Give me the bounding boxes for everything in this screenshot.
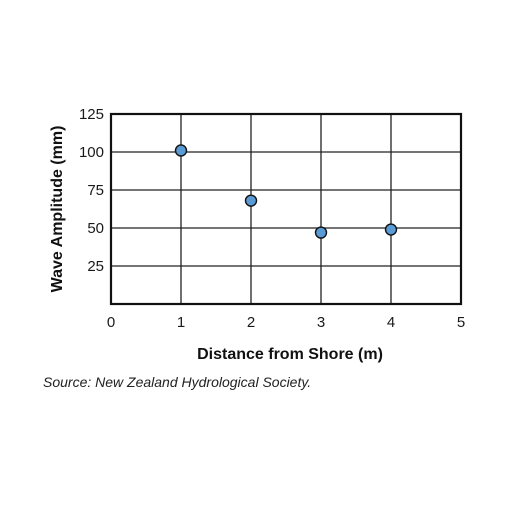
grid bbox=[111, 114, 461, 304]
x-tick-label: 0 bbox=[107, 314, 115, 331]
y-tick-label: 125 bbox=[79, 106, 104, 123]
plot-frame bbox=[109, 112, 463, 306]
y-tick-label: 50 bbox=[87, 220, 104, 237]
y-tick-label: 25 bbox=[87, 258, 104, 275]
data-points bbox=[174, 144, 398, 239]
x-tick-labels: 0 1 2 3 4 5 bbox=[107, 314, 465, 331]
x-tick-label: 1 bbox=[177, 314, 185, 331]
x-tick-label: 4 bbox=[387, 314, 395, 331]
data-point bbox=[384, 223, 398, 236]
data-point bbox=[174, 144, 188, 157]
data-point bbox=[244, 194, 258, 207]
y-axis-title: Wave Amplitude (mm) bbox=[49, 126, 66, 293]
y-tick-label: 75 bbox=[87, 182, 104, 199]
data-point bbox=[314, 226, 328, 239]
x-tick-label: 3 bbox=[317, 314, 325, 331]
y-tick-label: 100 bbox=[79, 144, 104, 161]
x-tick-label: 5 bbox=[457, 314, 465, 331]
y-tick-labels: 25 50 75 100 125 bbox=[79, 106, 104, 275]
source-note: Source: New Zealand Hydrological Society… bbox=[43, 374, 311, 390]
x-axis-title: Distance from Shore (m) bbox=[197, 346, 383, 363]
x-tick-label: 2 bbox=[247, 314, 255, 331]
